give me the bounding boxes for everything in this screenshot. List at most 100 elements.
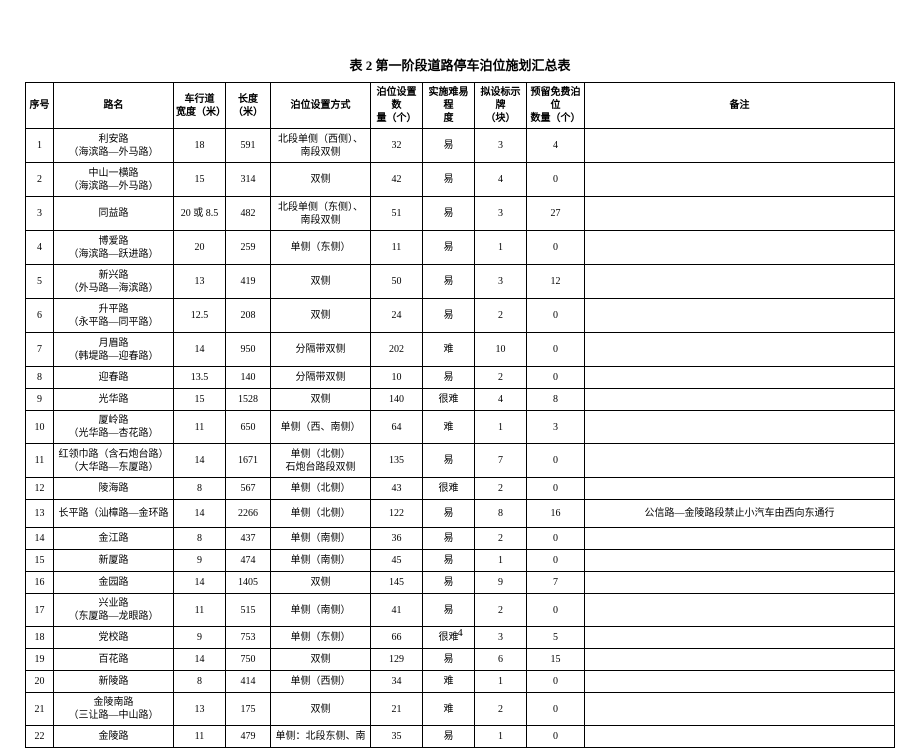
table-cell: 双侧 [271, 163, 371, 197]
table-cell: 同益路 [54, 197, 174, 231]
table-cell: 43 [371, 478, 423, 500]
table-cell [585, 367, 895, 389]
table-cell: 难 [423, 671, 475, 693]
table-cell: 光华路 [54, 389, 174, 411]
table-cell: 9 [174, 627, 226, 649]
table-cell: 4 [527, 129, 585, 163]
table-cell: 0 [527, 671, 585, 693]
table-cell: 公信路—金陵路段禁止小汽车由西向东通行 [585, 500, 895, 528]
table-row: 17兴业路（东厦路—龙眼路）11515单侧（南侧）41易20 [26, 594, 895, 627]
table-cell: 金园路 [54, 572, 174, 594]
table-cell: 7 [527, 572, 585, 594]
table-cell: 单侧（东侧） [271, 231, 371, 265]
table-cell: 14 [174, 572, 226, 594]
table-row: 12陵海路8567单侧（北侧）43很难20 [26, 478, 895, 500]
table-cell: 13 [174, 265, 226, 299]
parking-table: 序号路名车行道宽度（米）长度（米）泊位设置方式泊位设置数量（个）实施难易程度拟设… [25, 82, 895, 748]
table-cell: 14 [26, 528, 54, 550]
table-cell: 14 [174, 444, 226, 478]
table-cell: 0 [527, 367, 585, 389]
table-cell: 双侧 [271, 693, 371, 726]
col-header-8: 预留免费泊位数量（个） [527, 83, 585, 129]
table-cell: 10 [475, 333, 527, 367]
table-cell: 单侧（南侧） [271, 594, 371, 627]
table-cell: 18 [26, 627, 54, 649]
table-cell: 145 [371, 572, 423, 594]
table-row: 19百花路14750双侧129易615 [26, 649, 895, 671]
table-cell: 11 [174, 411, 226, 444]
table-cell: 27 [527, 197, 585, 231]
table-cell: 12 [527, 265, 585, 299]
col-header-9: 备注 [585, 83, 895, 129]
table-cell: 新陵路 [54, 671, 174, 693]
table-cell: 4 [26, 231, 54, 265]
table-cell: 7 [26, 333, 54, 367]
table-cell: 难 [423, 693, 475, 726]
table-cell: 122 [371, 500, 423, 528]
table-cell: 2 [475, 299, 527, 333]
table-cell: 3 [475, 265, 527, 299]
col-header-3: 长度（米） [226, 83, 271, 129]
table-cell: 2 [475, 478, 527, 500]
table-cell: 15 [174, 389, 226, 411]
table-title: 表 2 第一阶段道路停车泊位施划汇总表 [25, 55, 895, 74]
table-cell: 易 [423, 299, 475, 333]
col-header-4: 泊位设置方式 [271, 83, 371, 129]
table-row: 5新兴路（外马路—海滨路）13419双侧50易312 [26, 265, 895, 299]
table-cell: 11 [26, 444, 54, 478]
table-cell: 36 [371, 528, 423, 550]
table-cell: 双侧 [271, 649, 371, 671]
table-cell [585, 444, 895, 478]
table-cell: 0 [527, 163, 585, 197]
table-cell: 易 [423, 726, 475, 748]
table-cell: 分隔带双侧 [271, 367, 371, 389]
table-row: 20新陵路8414单侧（西侧）34难10 [26, 671, 895, 693]
table-cell: 9 [26, 389, 54, 411]
table-cell: 金陵路 [54, 726, 174, 748]
table-cell: 32 [371, 129, 423, 163]
table-cell: 0 [527, 726, 585, 748]
col-header-6: 实施难易程度 [423, 83, 475, 129]
table-cell: 中山一横路（海滨路—外马路） [54, 163, 174, 197]
table-row: 22金陵路11479单侧：北段东侧、南35易10 [26, 726, 895, 748]
table-cell: 482 [226, 197, 271, 231]
table-cell: 42 [371, 163, 423, 197]
table-cell: 591 [226, 129, 271, 163]
table-cell [585, 265, 895, 299]
table-cell: 20 或 8.5 [174, 197, 226, 231]
table-cell: 0 [527, 444, 585, 478]
table-cell: 14 [174, 649, 226, 671]
table-row: 7月眉路（韩堤路—迎春路）14950分隔带双侧202难100 [26, 333, 895, 367]
table-cell: 51 [371, 197, 423, 231]
table-cell: 21 [26, 693, 54, 726]
table-cell: 8 [26, 367, 54, 389]
table-cell: 9 [174, 550, 226, 572]
table-cell: 3 [475, 129, 527, 163]
table-cell: 11 [174, 594, 226, 627]
table-cell: 13 [26, 500, 54, 528]
table-row: 10厦岭路（光华路—杏花路）11650单侧（西、南侧）64难13 [26, 411, 895, 444]
table-cell: 1528 [226, 389, 271, 411]
col-header-7: 拟设标示牌（块） [475, 83, 527, 129]
table-cell: 易 [423, 500, 475, 528]
table-cell: 3 [475, 197, 527, 231]
table-cell [585, 333, 895, 367]
col-header-5: 泊位设置数量（个） [371, 83, 423, 129]
table-cell: 迎春路 [54, 367, 174, 389]
table-row: 21金陵南路（三让路—中山路）13175双侧21难20 [26, 693, 895, 726]
table-cell: 1671 [226, 444, 271, 478]
table-cell: 135 [371, 444, 423, 478]
table-cell: 11 [371, 231, 423, 265]
table-cell: 8 [527, 389, 585, 411]
table-cell: 17 [26, 594, 54, 627]
table-cell: 10 [26, 411, 54, 444]
table-cell [585, 572, 895, 594]
table-cell: 3 [527, 411, 585, 444]
table-cell [585, 726, 895, 748]
table-cell: 单侧（西、南侧） [271, 411, 371, 444]
table-cell: 4 [475, 389, 527, 411]
table-cell: 18 [174, 129, 226, 163]
table-cell: 红领巾路（含石炮台路）（大华路—东厦路） [54, 444, 174, 478]
table-cell: 百花路 [54, 649, 174, 671]
table-cell: 950 [226, 333, 271, 367]
